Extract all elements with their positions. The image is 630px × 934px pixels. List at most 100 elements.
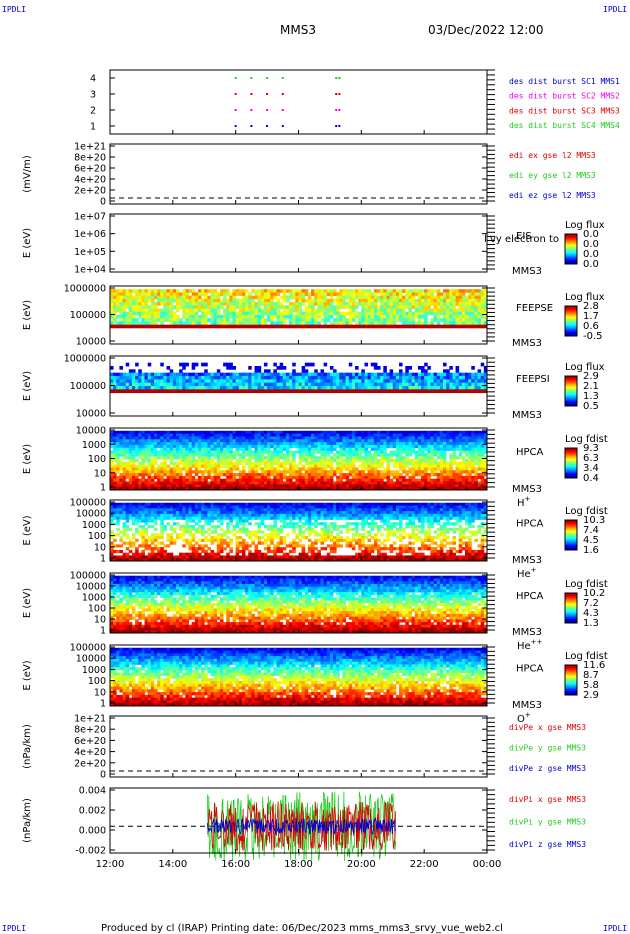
heatmap-cell	[452, 386, 456, 390]
heatmap-cell	[430, 461, 434, 466]
heatmap-cell	[119, 505, 123, 509]
heatmap-cell	[439, 481, 444, 485]
heatmap-cell	[480, 444, 485, 449]
heatmap-cell	[147, 519, 152, 523]
heatmap-cell	[251, 318, 255, 322]
heatmap-cell	[238, 456, 243, 460]
heatmap-cell	[427, 289, 431, 293]
heatmap-cell	[355, 467, 359, 471]
heatmap-cell	[389, 292, 394, 297]
heatmap-cell	[377, 459, 381, 463]
heatmap-cell	[213, 321, 218, 326]
heatmap-cell	[232, 372, 237, 377]
heatmap-cell	[128, 442, 133, 446]
heatmap-cell	[267, 439, 271, 443]
heatmap-cell	[377, 444, 381, 449]
heatmap-cell	[116, 389, 120, 394]
heatmap-cell	[273, 321, 277, 326]
heatmap-cell	[229, 450, 233, 454]
heatmap-cell	[273, 433, 277, 437]
heatmap-cell	[336, 292, 340, 297]
heatmap-cell	[248, 321, 252, 326]
heatmap-cell	[351, 439, 356, 443]
heatmap-cell	[436, 487, 441, 491]
heatmap-cell	[138, 505, 142, 509]
heatmap-cell	[210, 308, 215, 313]
heatmap-cell	[449, 484, 453, 488]
heatmap-cell	[263, 430, 268, 435]
heatmap-cell	[433, 372, 438, 377]
heatmap-cell	[430, 292, 434, 297]
heatmap-cell	[370, 430, 375, 435]
heatmap-cell	[364, 439, 369, 443]
heatmap-cell	[304, 444, 309, 449]
heatmap-cell	[358, 430, 362, 435]
heatmap-cell	[245, 442, 249, 446]
heatmap-cell	[267, 475, 271, 480]
heatmap-cell	[270, 305, 274, 309]
heatmap-cell	[135, 505, 139, 509]
heatmap-cell	[273, 481, 277, 485]
heatmap-cell	[383, 450, 387, 454]
heatmap-cell	[223, 430, 227, 435]
heatmap-cell	[323, 298, 328, 303]
heatmap-cell	[348, 321, 353, 326]
heatmap-cell	[267, 379, 271, 384]
heatmap-cell	[455, 298, 460, 303]
heatmap-cell	[355, 459, 359, 463]
heatmap-cell	[110, 292, 114, 297]
heatmap-cell	[326, 439, 331, 443]
heatmap-cell	[329, 298, 334, 303]
heatmap-cell	[301, 447, 306, 451]
heatmap-cell	[336, 379, 340, 384]
heatmap-cell	[147, 311, 152, 316]
heatmap-cell	[166, 315, 171, 319]
heatmap-cell	[427, 389, 431, 394]
heatmap-cell	[373, 386, 378, 390]
heatmap-cell	[405, 459, 409, 463]
heatmap-cell	[131, 544, 136, 548]
heatmap-cell	[361, 447, 365, 451]
heatmap-cell	[351, 461, 356, 466]
heatmap-cell	[474, 444, 478, 449]
heatmap-cell	[439, 487, 444, 491]
heatmap-cell	[304, 433, 309, 437]
heatmap-cell	[480, 430, 485, 435]
heatmap-cell	[163, 308, 167, 313]
heatmap-cell	[160, 453, 164, 457]
heatmap-cell	[326, 372, 331, 377]
heatmap-cell	[153, 289, 158, 293]
heatmap-cell	[138, 487, 142, 491]
heatmap-cell	[245, 386, 249, 390]
heatmap-cell	[355, 324, 359, 329]
heatmap-cell	[226, 444, 230, 449]
heatmap-cell	[480, 372, 485, 377]
heatmap-cell	[471, 453, 475, 457]
heatmap-cell	[477, 442, 482, 446]
heatmap-cell	[122, 470, 127, 474]
heatmap-cell	[125, 555, 130, 559]
heatmap-cell	[257, 315, 262, 319]
heatmap-cell	[333, 321, 337, 326]
heatmap-cell	[402, 318, 406, 322]
heatmap-cell	[216, 487, 221, 491]
heatmap-cell	[361, 369, 365, 374]
heatmap-cell	[433, 389, 438, 394]
heatmap-cell	[185, 450, 189, 454]
heatmap-cell	[113, 544, 117, 548]
heatmap-cell	[248, 456, 252, 460]
heatmap-cell	[157, 484, 161, 488]
heatmap-cell	[210, 467, 215, 471]
heatmap-cell	[185, 484, 189, 488]
heatmap-cell	[169, 324, 174, 329]
heatmap-cell	[251, 442, 255, 446]
heatmap-cell	[251, 321, 255, 326]
heatmap-cell	[405, 453, 409, 457]
heatmap-cell	[480, 475, 485, 480]
heatmap-cell	[188, 470, 193, 474]
heatmap-cell	[144, 505, 149, 509]
heatmap-cell	[235, 389, 240, 394]
heatmap-cell	[182, 386, 186, 390]
heatmap-cell	[241, 379, 246, 384]
heatmap-cell	[282, 298, 287, 303]
